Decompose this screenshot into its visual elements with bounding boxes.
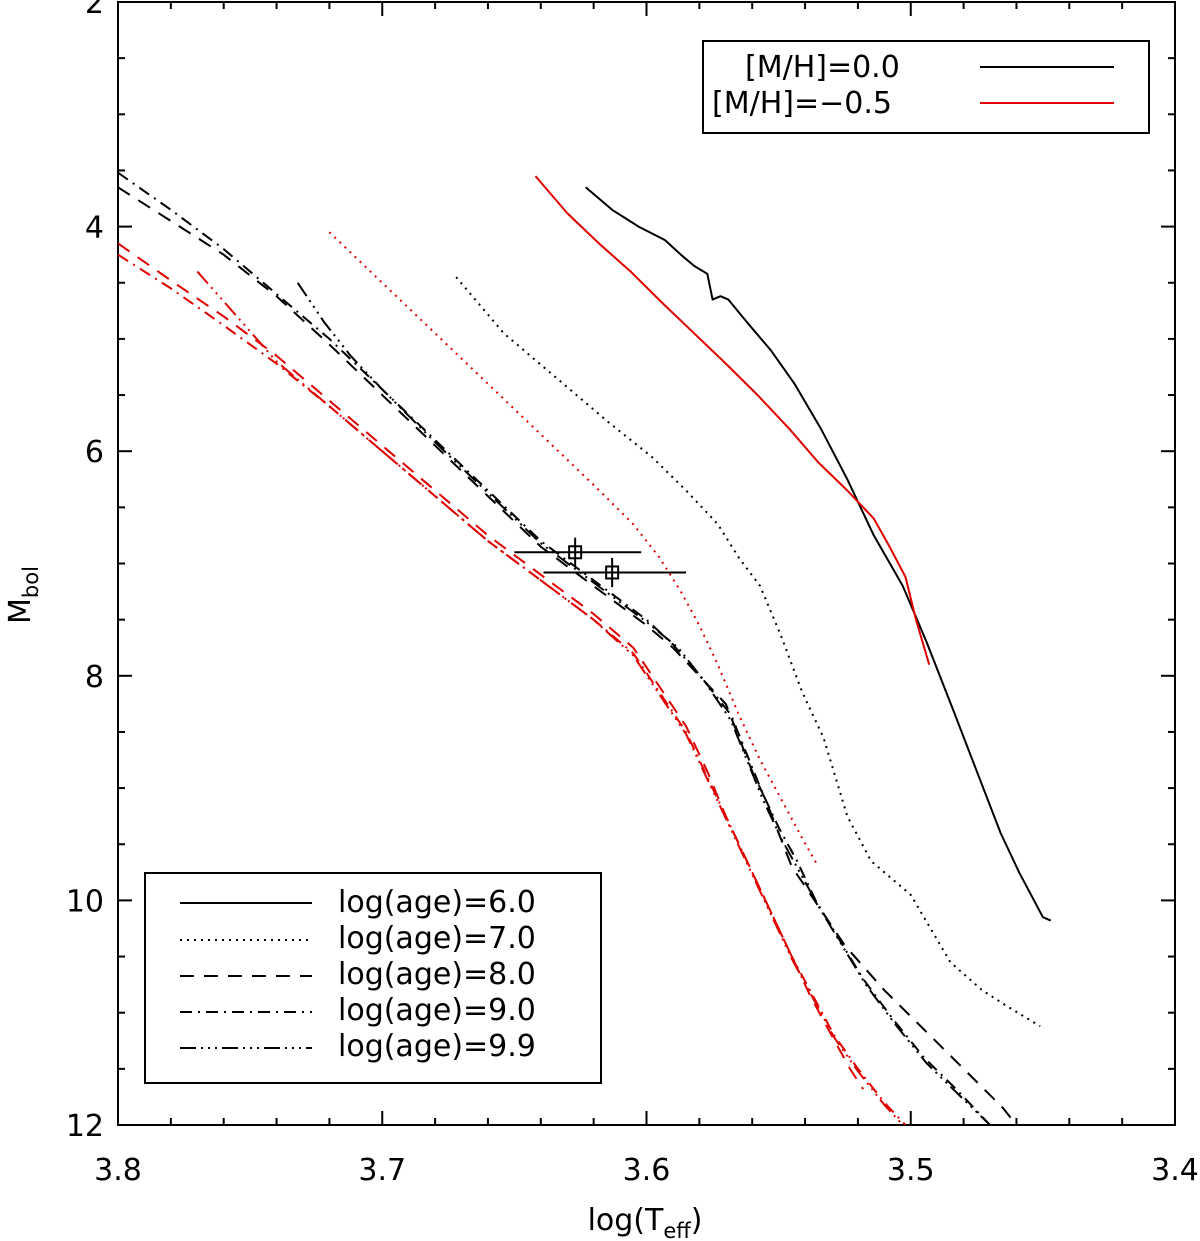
y-tick-label: 12	[66, 1109, 104, 1144]
metallicity-legend: [M/H]=0.0 [M/H]=−0.5	[702, 40, 1150, 134]
age-legend-label-0: log(age)=6.0	[338, 885, 536, 920]
metallicity-legend-box	[702, 40, 1150, 134]
x-axis-title: log(Teff)	[588, 1203, 703, 1241]
point-marker-1	[605, 565, 620, 580]
x-tick-label: 3.8	[94, 1153, 142, 1188]
axis-ticks	[117, 1, 1176, 1126]
x-tick-label: 3.4	[1151, 1153, 1199, 1188]
x-tick-label: 3.7	[358, 1153, 406, 1188]
isochrone-mh0.0-age8.0	[118, 186, 1018, 1125]
point-marker-0	[568, 545, 583, 560]
x-tick-label: 3.5	[887, 1153, 935, 1188]
isochrone-mh0.0-age9.0	[118, 171, 991, 1125]
age-legend: log(age)=6.0 log(age)=7.0 log(age)=8.0 l…	[144, 872, 602, 1084]
x-tick-label: 3.6	[623, 1153, 671, 1188]
age-legend-label-2: log(age)=8.0	[338, 957, 536, 992]
isochrone-mh0.0-age6.0	[585, 186, 1052, 922]
age-legend-label-4: log(age)=9.9	[338, 1029, 536, 1064]
y-axis-title: Mbol	[3, 566, 43, 624]
age-legend-label-3: log(age)=9.0	[338, 993, 536, 1028]
x-tick-labels: 3.8 3.7 3.6 3.5 3.4	[94, 1153, 1199, 1188]
isochrone-series	[118, 171, 1052, 1125]
isochrone-mh0.0-age9.9	[296, 282, 991, 1125]
isochrone-mh-0.5-age7.0	[328, 231, 820, 868]
metallicity-legend-label-0: [M/H]=0.0	[745, 50, 900, 85]
age-legend-label-1: log(age)=7.0	[338, 921, 536, 956]
isochrone-mh-0.5-age8.0	[118, 242, 865, 1090]
isochrone-mh-0.5-age9.0	[118, 253, 907, 1125]
isochrone-mh0.0-age7.0	[455, 276, 1041, 1028]
y-tick-label: 10	[66, 884, 104, 919]
isochrone-mh-0.5-age9.9	[196, 270, 904, 1125]
y-tick-label: 6	[85, 435, 104, 470]
y-tick-label: 2	[85, 0, 104, 21]
age-legend-box	[144, 872, 602, 1084]
y-tick-label: 8	[85, 660, 104, 695]
metallicity-legend-label-1: [M/H]=−0.5	[712, 86, 892, 121]
y-tick-label: 4	[85, 211, 104, 246]
observed-points	[514, 537, 687, 588]
y-tick-labels: 2 4 6 8 10 12	[66, 0, 104, 1144]
isochrone-mh-0.5-age6.0	[534, 175, 931, 665]
